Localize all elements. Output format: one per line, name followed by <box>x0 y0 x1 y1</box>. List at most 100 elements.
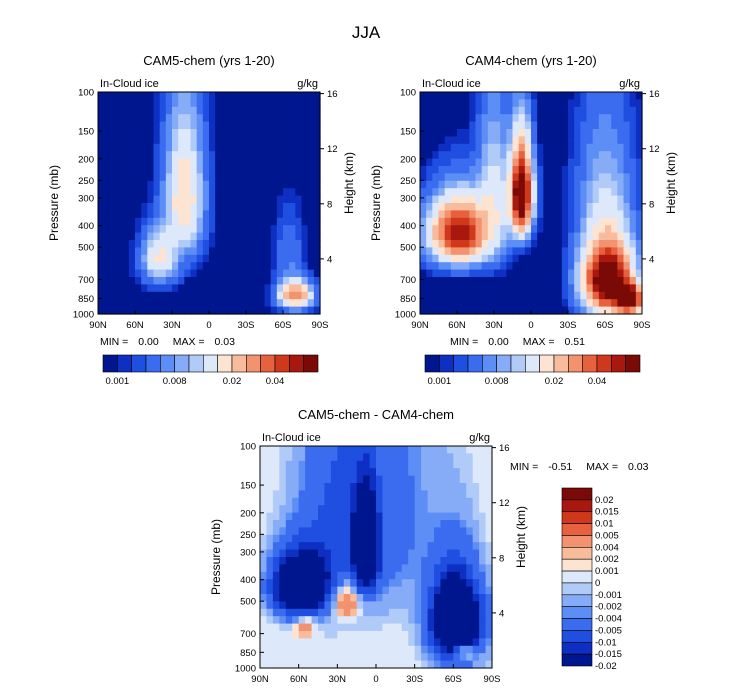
heatmap-cell <box>475 277 483 285</box>
heatmap-cell <box>116 173 124 182</box>
heatmap-cell <box>481 188 489 197</box>
heatmap-cell <box>110 188 118 197</box>
heatmap-cell <box>617 195 625 204</box>
heatmap-cell <box>276 291 284 300</box>
heatmap-cell <box>292 505 300 514</box>
heatmap-cell <box>574 240 581 248</box>
heatmap-cell <box>324 601 332 610</box>
heatmap-cell <box>427 557 435 565</box>
heatmap-cell <box>141 188 148 197</box>
heatmap-cell <box>301 262 309 271</box>
heatmap-cell <box>506 158 514 167</box>
heatmap-cell <box>623 240 631 248</box>
heatmap-cell <box>350 490 358 499</box>
heatmap-cell <box>574 158 581 167</box>
colorbar-swatch <box>539 354 555 373</box>
heatmap-cell <box>444 180 452 189</box>
heatmap-cell <box>196 92 204 100</box>
heatmap-cell <box>283 247 290 256</box>
heatmap-cell <box>276 158 284 167</box>
heatmap-cell <box>485 645 493 654</box>
heatmap-cell <box>605 291 612 300</box>
heatmap-cell <box>233 121 241 130</box>
heatmap-cell <box>561 225 569 234</box>
heatmap-cell <box>446 475 454 484</box>
heatmap-cell <box>580 262 588 271</box>
heatmap-cell <box>475 99 483 108</box>
heatmap-cell <box>330 460 338 469</box>
heatmap-cell <box>617 99 625 108</box>
heatmap-cell <box>401 601 409 610</box>
heatmap-cell <box>434 608 442 617</box>
heatmap-cell <box>421 520 429 528</box>
heatmap-cell <box>611 195 618 204</box>
heatmap-cell <box>239 136 247 145</box>
heatmap-cell <box>586 129 594 137</box>
heatmap-cell <box>549 284 557 293</box>
heatmap-cell <box>408 638 416 647</box>
heatmap-cell <box>159 210 167 219</box>
heatmap-cell <box>318 557 326 565</box>
heatmap-cell <box>414 645 422 654</box>
heatmap-cell <box>172 232 179 241</box>
heatmap-cell <box>283 188 290 197</box>
heatmap-cell <box>172 166 179 174</box>
heatmap-cell <box>279 623 287 632</box>
heatmap-cell <box>635 299 643 308</box>
heatmap-cell <box>635 99 643 108</box>
heatmap-cell <box>298 460 306 469</box>
heatmap-cell <box>543 180 551 189</box>
heatmap-cell <box>388 653 396 662</box>
heatmap-cell <box>568 136 575 145</box>
heatmap-cell <box>395 534 403 543</box>
heatmap-cell <box>629 180 637 189</box>
heatmap-cell <box>350 527 358 536</box>
heatmap-cell <box>453 549 461 558</box>
heatmap-cell <box>466 453 474 462</box>
heatmap-cell <box>295 291 303 300</box>
heatmap-cell <box>276 114 284 123</box>
heatmap-cell <box>350 645 358 654</box>
heatmap-cell <box>434 483 442 491</box>
heatmap-cell <box>343 475 351 484</box>
heatmap-cell <box>479 460 487 469</box>
heatmap-cell <box>153 106 161 115</box>
heatmap-cell <box>266 571 274 580</box>
heatmap-cell <box>165 188 173 197</box>
heatmap-cell <box>116 291 124 300</box>
heatmap-cell <box>531 284 538 293</box>
heatmap-cell <box>324 483 332 491</box>
heatmap-cell <box>561 173 569 182</box>
heatmap-cell <box>279 483 287 491</box>
heatmap-cell <box>209 158 216 167</box>
heatmap-cell <box>305 631 313 639</box>
heatmap-cell <box>574 306 581 315</box>
heatmap-cell <box>395 586 403 595</box>
heatmap-cell <box>260 446 268 454</box>
heatmap-cell <box>343 468 351 477</box>
heatmap-cell <box>122 173 130 182</box>
heatmap-cell <box>178 232 185 241</box>
heatmap-cell <box>363 571 371 580</box>
min-value: -0.51 <box>548 461 572 473</box>
heatmap-cell <box>450 166 458 174</box>
heatmap-cell <box>202 92 210 100</box>
heatmap-cell <box>629 129 637 137</box>
heatmap-cell <box>605 166 612 174</box>
heatmap-cell <box>311 638 319 647</box>
heatmap-cell <box>313 291 321 300</box>
heatmap-cell <box>518 114 526 123</box>
heatmap-cell <box>401 542 409 551</box>
heatmap-cell <box>190 254 198 263</box>
heatmap-cell <box>153 247 161 256</box>
heatmap-cell <box>311 608 319 617</box>
heatmap-cell <box>459 579 467 588</box>
heatmap-cell <box>141 92 148 100</box>
heatmap-cell <box>512 262 520 271</box>
heatmap-cell <box>270 92 278 100</box>
heatmap-cell <box>313 188 321 197</box>
heatmap-cell <box>298 608 306 617</box>
heatmap-cell <box>420 306 427 315</box>
heatmap-cell <box>580 210 588 219</box>
heatmap-cell <box>438 254 446 263</box>
